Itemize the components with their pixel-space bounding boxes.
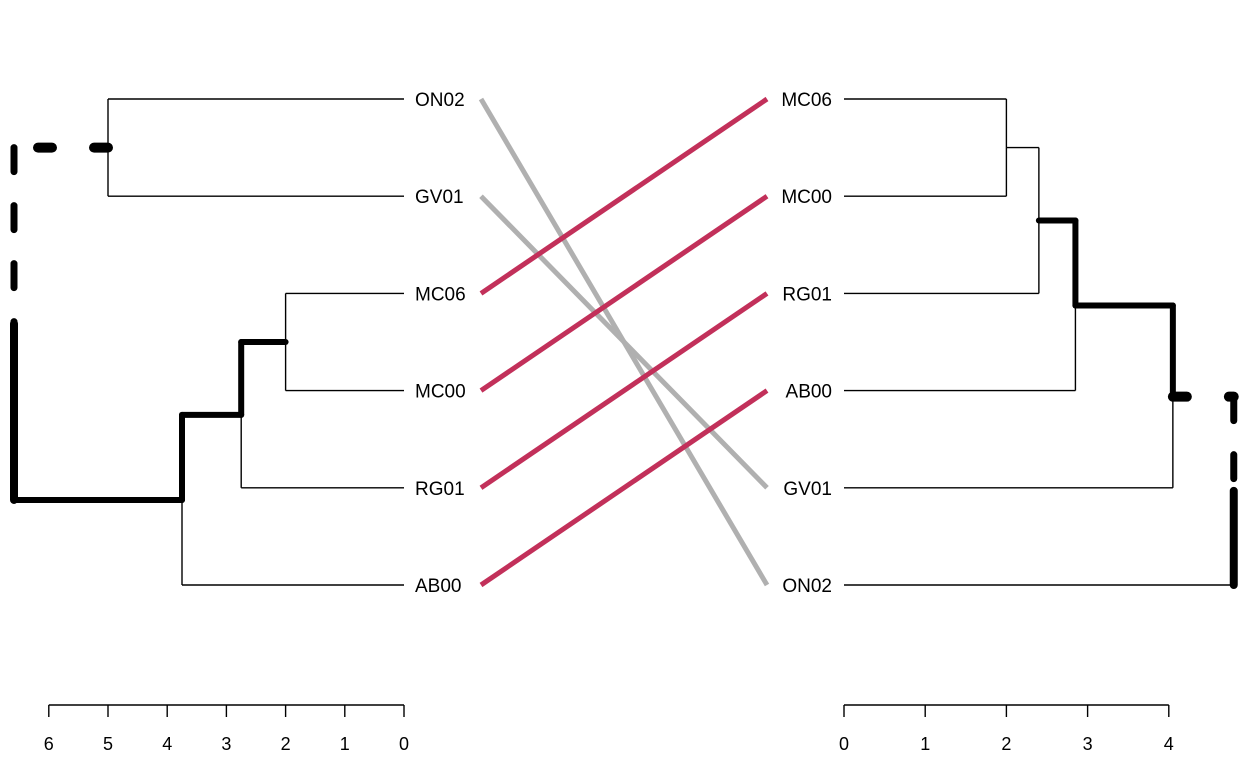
leaf-label: ON02 — [415, 90, 465, 111]
connector-matched — [479, 194, 769, 393]
leaf-label: RG01 — [782, 284, 832, 305]
right-leaf-labels: MC06 MC00 RG01 AB00 GV01 ON02 — [781, 90, 832, 597]
axis-tick-label: 4 — [1164, 734, 1174, 754]
leaf-label: MC00 — [415, 382, 466, 403]
leaf-label: GV01 — [415, 187, 464, 208]
axis-tick-label: 6 — [44, 734, 54, 754]
leaf-label: AB00 — [415, 576, 461, 597]
left-dendrogram — [9, 98, 404, 586]
right-height-axis: 0 1 2 3 4 — [839, 704, 1174, 754]
connector-matched — [479, 96, 769, 296]
leaf-label: MC00 — [781, 187, 832, 208]
left-height-axis: 6 5 4 3 2 1 0 — [44, 704, 409, 754]
leaf-label: AB00 — [786, 382, 832, 403]
axis-tick-label: 3 — [221, 734, 231, 754]
leaf-label: MC06 — [781, 90, 832, 111]
axis-tick-label: 2 — [1001, 734, 1011, 754]
axis-tick-label: 1 — [340, 734, 350, 754]
axis-tick-label: 0 — [399, 734, 409, 754]
leaf-label: GV01 — [783, 479, 832, 500]
axis-tick-label: 2 — [281, 734, 291, 754]
axis-tick-label: 0 — [839, 734, 849, 754]
connector-unmatched — [479, 194, 769, 490]
left-leaf-labels: ON02 GV01 MC06 MC00 RG01 AB00 — [415, 90, 466, 597]
leaf-label: MC06 — [415, 284, 466, 305]
leaf-label: RG01 — [415, 479, 465, 500]
axis-tick-label: 5 — [103, 734, 113, 754]
leaf-label: ON02 — [782, 576, 832, 597]
connector-matched — [479, 388, 769, 588]
axis-tick-label: 1 — [920, 734, 930, 754]
connector-matched — [479, 291, 769, 490]
axis-tick-label: 3 — [1083, 734, 1093, 754]
axis-tick-label: 4 — [162, 734, 172, 754]
connector-lines — [478, 96, 770, 588]
right-dendrogram — [844, 98, 1239, 589]
